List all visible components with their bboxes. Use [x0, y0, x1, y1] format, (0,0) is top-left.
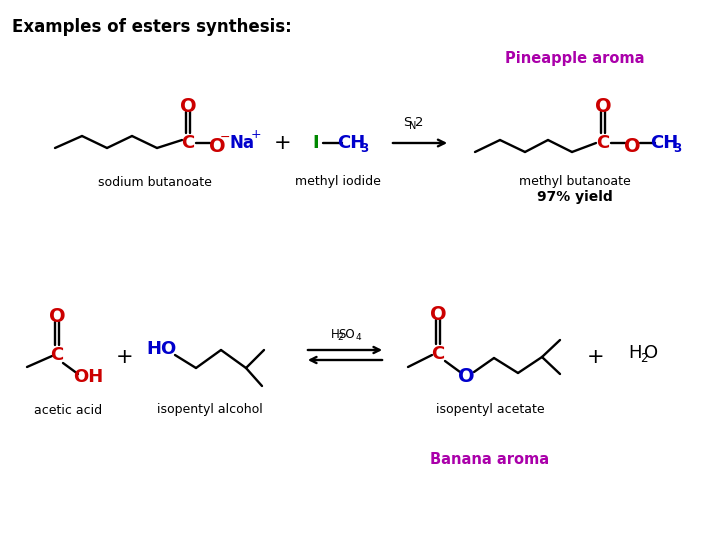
Text: sodium butanoate: sodium butanoate [98, 176, 212, 188]
Text: Na: Na [230, 134, 254, 152]
Text: 3: 3 [360, 143, 368, 156]
Text: SO: SO [338, 327, 355, 341]
Text: +: + [274, 133, 292, 153]
Text: 97% yield: 97% yield [537, 190, 613, 204]
Text: 3: 3 [673, 143, 681, 156]
Text: O: O [209, 137, 225, 156]
Text: +: + [116, 347, 134, 367]
Text: 2: 2 [640, 353, 648, 366]
Text: methyl iodide: methyl iodide [295, 176, 381, 188]
Text: O: O [644, 344, 658, 362]
Text: Pineapple aroma: Pineapple aroma [505, 51, 644, 65]
Text: OH: OH [73, 368, 103, 386]
Text: HO: HO [147, 340, 177, 358]
Text: 2: 2 [337, 334, 343, 342]
Text: O: O [430, 305, 446, 323]
Text: 4: 4 [355, 334, 361, 342]
Text: H: H [629, 344, 642, 362]
Text: N: N [409, 121, 417, 131]
Text: C: C [50, 346, 63, 364]
Text: −: − [220, 131, 230, 144]
Text: CH: CH [337, 134, 365, 152]
Text: C: C [181, 134, 194, 152]
Text: O: O [49, 307, 66, 326]
Text: O: O [458, 367, 474, 386]
Text: O: O [624, 137, 640, 156]
Text: O: O [595, 97, 611, 116]
Text: I: I [312, 134, 319, 152]
Text: Banana aroma: Banana aroma [431, 453, 549, 468]
Text: 2: 2 [415, 116, 423, 129]
Text: +: + [588, 347, 605, 367]
Text: C: C [596, 134, 610, 152]
Text: isopentyl alcohol: isopentyl alcohol [157, 403, 263, 416]
Text: H: H [330, 327, 339, 341]
Text: isopentyl acetate: isopentyl acetate [436, 403, 544, 416]
Text: O: O [180, 97, 197, 116]
Text: +: + [251, 129, 261, 141]
Text: S: S [402, 116, 411, 129]
Text: Examples of esters synthesis:: Examples of esters synthesis: [12, 18, 292, 36]
Text: CH: CH [650, 134, 678, 152]
Text: acetic acid: acetic acid [34, 403, 102, 416]
Text: C: C [431, 345, 445, 363]
Text: methyl butanoate: methyl butanoate [519, 176, 631, 188]
